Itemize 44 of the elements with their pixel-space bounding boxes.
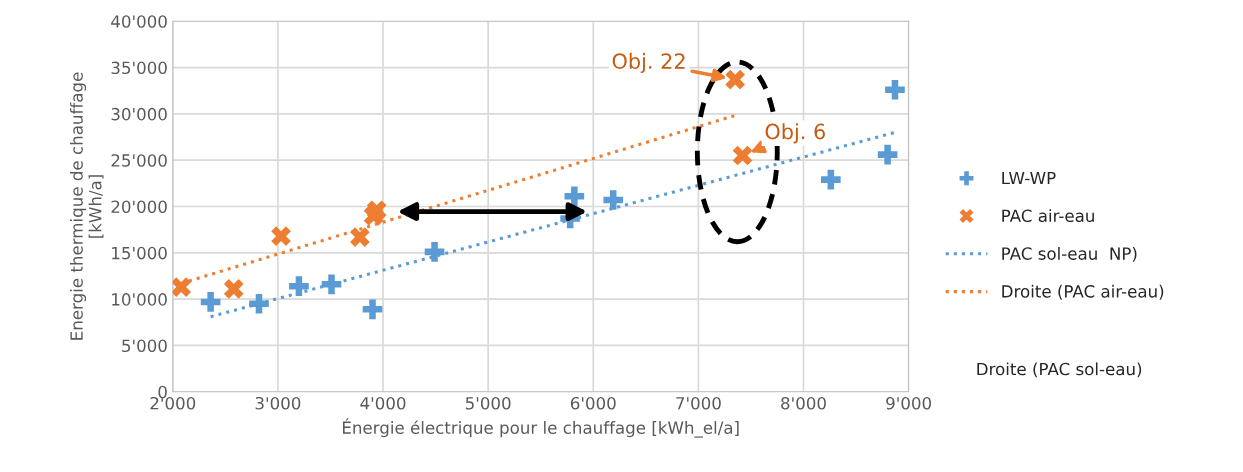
point [725, 69, 745, 90]
point [362, 299, 383, 320]
y-tick-label: 5'000 [122, 339, 167, 353]
point [200, 292, 221, 312]
point [350, 227, 370, 247]
point [603, 190, 624, 210]
x-tick-label: 2'000 [150, 396, 196, 410]
y-tick-label: 10'000 [112, 293, 167, 306]
x-tick-label: 4'000 [360, 396, 406, 410]
x-tick-label: 7'000 [676, 396, 721, 410]
point [732, 145, 753, 166]
x-tick-label: 6'000 [570, 396, 616, 410]
legend-label: Droite (PAC air-eau) [1002, 284, 1164, 300]
annotation: Obj. 22 [612, 52, 685, 74]
point [885, 79, 905, 100]
y-tick-label: 0 [158, 385, 167, 399]
x-tick-label: 5'000 [465, 396, 511, 410]
y-tick-label: 40'000 [111, 15, 167, 28]
point [424, 242, 445, 262]
point [564, 186, 585, 207]
y-tick-label: 30'000 [111, 107, 167, 121]
point [172, 277, 192, 297]
annotation: Obj. 6 [765, 123, 825, 144]
point [271, 226, 291, 246]
x-tick-label: 9'000 [886, 396, 932, 410]
point [363, 205, 384, 226]
point [223, 279, 244, 299]
text: Droite (PAC sol-eau) [977, 362, 1142, 378]
point [249, 293, 269, 314]
point [821, 169, 841, 190]
y-tick-label: 15'000 [112, 246, 167, 260]
point [877, 144, 898, 165]
x-tick-label: 3'000 [255, 396, 301, 410]
y-tick-label: 25'000 [111, 154, 167, 167]
legend-label: LW-WP [1002, 171, 1056, 185]
x-axis-title: Énergie électrique pour le chauffage [kWh_el/a] [343, 418, 739, 438]
legend-label: PAC sol-eau NP) [1002, 246, 1137, 262]
legend-label: PAC air-eau [1002, 209, 1094, 223]
y-tick-label: 20'000 [111, 200, 167, 214]
point [321, 274, 342, 295]
y-tick-label: 35'000 [111, 61, 167, 75]
y-axis-title: Energie thermique de chauffage [kWh/a] [69, 72, 104, 340]
x-tick-label: 8'000 [781, 396, 826, 410]
point [289, 276, 309, 296]
